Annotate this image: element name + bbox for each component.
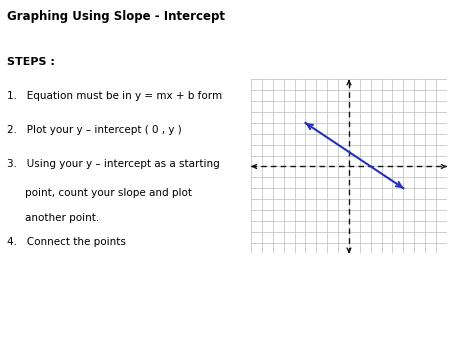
Text: 2.   Plot your y – intercept ( 0 , y ): 2. Plot your y – intercept ( 0 , y ) xyxy=(8,125,182,135)
Text: 3.   Using your y – intercept as a starting: 3. Using your y – intercept as a startin… xyxy=(8,159,220,169)
Text: Graphing Using Slope - Intercept: Graphing Using Slope - Intercept xyxy=(8,10,225,23)
Text: STEPS :: STEPS : xyxy=(8,57,55,68)
Text: point, count your slope and plot: point, count your slope and plot xyxy=(25,188,192,198)
Text: 1.   Equation must be in y = mx + b form: 1. Equation must be in y = mx + b form xyxy=(8,91,223,101)
Text: 4.   Connect the points: 4. Connect the points xyxy=(8,237,126,247)
Text: another point.: another point. xyxy=(25,213,99,223)
